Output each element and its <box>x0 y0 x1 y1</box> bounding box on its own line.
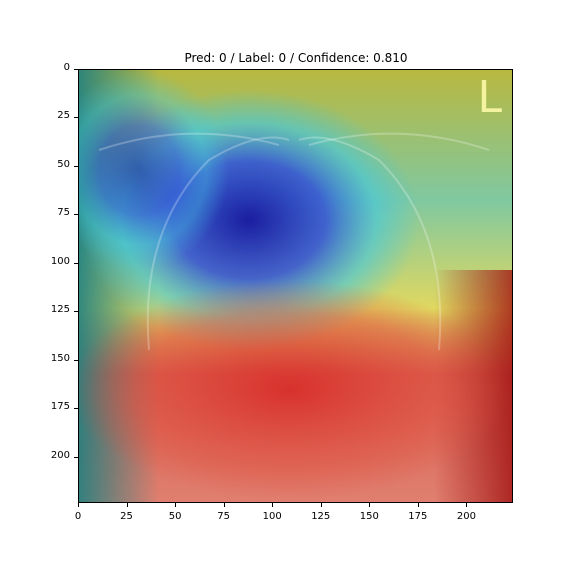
x-tick-mark <box>272 503 274 507</box>
y-tick-mark <box>74 359 78 361</box>
x-tick-mark <box>417 503 419 507</box>
y-tick-mark <box>74 69 78 70</box>
x-tick-label: 0 <box>74 511 82 522</box>
y-tick-label: 75 <box>57 207 70 219</box>
x-tick-mark <box>78 503 79 507</box>
y-tick-label: 125 <box>50 304 70 316</box>
x-tick-label: 100 <box>262 511 282 522</box>
x-tick-label: 50 <box>168 511 182 522</box>
y-tick-mark <box>74 311 78 313</box>
y-tick-label: 200 <box>50 449 70 461</box>
x-tick-mark <box>320 503 322 507</box>
x-tick-label: 25 <box>120 511 133 522</box>
y-tick-label: 25 <box>57 110 70 122</box>
x-tick-label: 125 <box>311 511 331 522</box>
heatmap-image: L <box>78 69 513 503</box>
x-tick-label: 200 <box>456 511 476 522</box>
figure-title: Pred: 0 / Label: 0 / Confidence: 0.810 <box>184 51 408 65</box>
y-tick-label: 0 <box>63 62 70 73</box>
y-tick-mark <box>74 165 78 167</box>
y-tick-mark <box>74 456 78 458</box>
y-tick-label: 50 <box>57 158 70 170</box>
x-tick-label: 175 <box>408 511 428 522</box>
x-tick-label: 150 <box>359 511 379 522</box>
x-tick-mark <box>175 503 177 507</box>
y-tick-mark <box>74 117 78 119</box>
y-tick-mark <box>74 408 78 410</box>
x-tick-label: 75 <box>217 511 230 522</box>
marker-letter: L <box>477 72 502 123</box>
y-tick-label: 175 <box>50 401 70 413</box>
y-tick-mark <box>74 214 78 216</box>
x-tick-mark <box>369 503 371 507</box>
heatmap-overlay <box>79 70 512 502</box>
x-tick-mark <box>466 503 468 507</box>
x-tick-mark <box>126 503 128 507</box>
y-tick-mark <box>74 262 78 264</box>
y-tick-label: 150 <box>50 352 70 364</box>
x-tick-mark <box>223 503 225 507</box>
y-tick-label: 100 <box>50 255 70 267</box>
